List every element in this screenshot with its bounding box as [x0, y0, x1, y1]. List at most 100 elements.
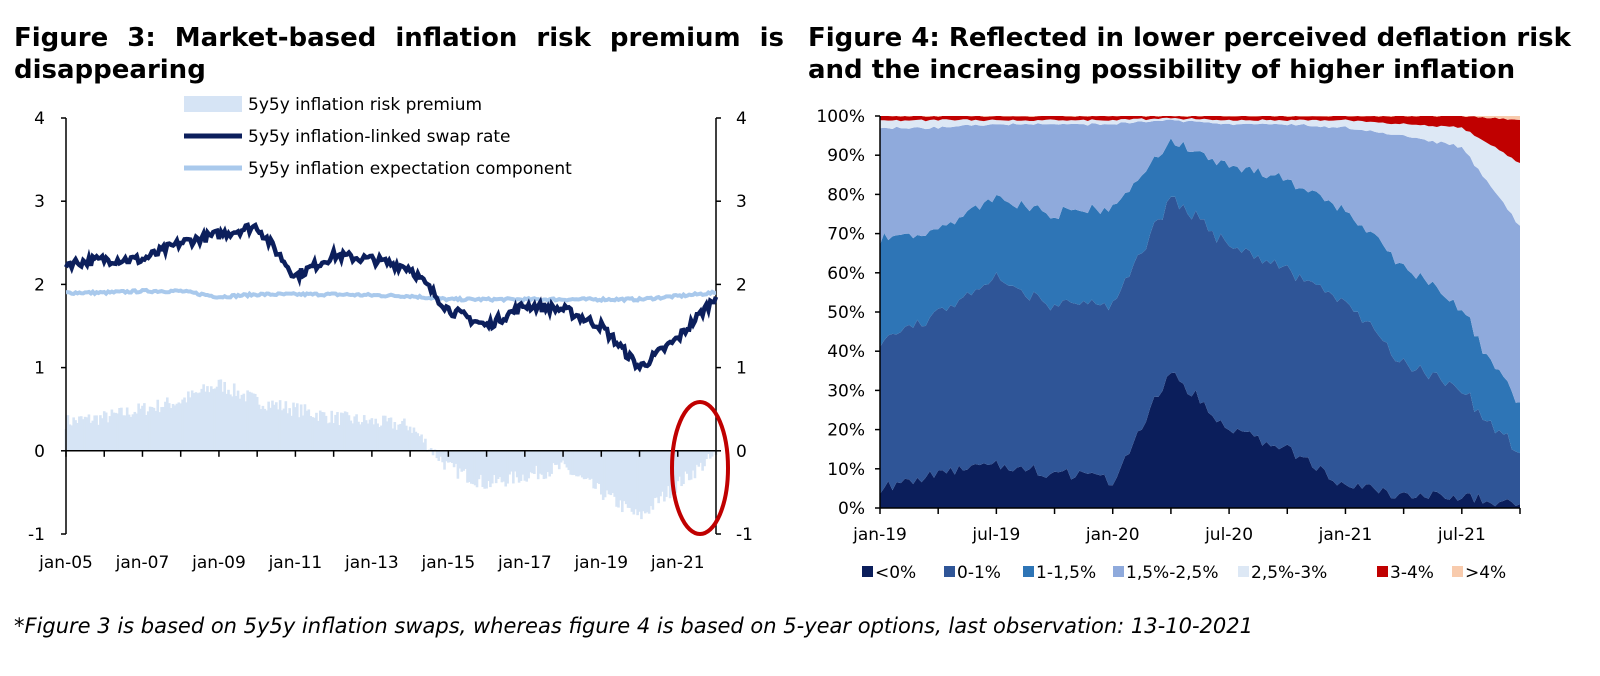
- risk-premium-bar: [347, 415, 351, 451]
- risk-premium-bar: [93, 415, 96, 451]
- risk-premium-bar: [198, 392, 202, 451]
- risk-premium-bar: [385, 421, 389, 451]
- risk-premium-bar: [166, 397, 169, 451]
- risk-premium-bar: [473, 450, 477, 486]
- risk-premium-bar: [649, 450, 653, 507]
- risk-premium-bar: [475, 450, 479, 488]
- risk-premium-bar: [292, 402, 295, 451]
- risk-premium-bar: [445, 450, 448, 462]
- risk-premium-bar: [527, 450, 530, 479]
- y-tick-label-right: 0: [736, 442, 747, 462]
- figure3-title: Figure 3: Market-based inflation risk pr…: [14, 23, 784, 85]
- y-tick-label-right: 4: [736, 109, 747, 129]
- x-tick-label: jan-09: [191, 553, 246, 573]
- risk-premium-bar: [701, 450, 704, 471]
- area-0: [880, 372, 1520, 508]
- risk-premium-bar: [372, 424, 376, 451]
- risk-premium-bar: [169, 407, 173, 451]
- risk-premium-bar: [162, 406, 165, 451]
- risk-premium-bar: [693, 450, 697, 479]
- risk-premium-bar: [232, 383, 236, 451]
- risk-premium-bar: [276, 409, 280, 451]
- x-tick-label: jul-20: [1204, 525, 1253, 545]
- legend-label: 5y5y inflation expectation component: [248, 159, 572, 179]
- area-1: [880, 196, 1520, 507]
- risk-premium-bar: [567, 450, 571, 471]
- swap-rate-line: [63, 221, 719, 373]
- risk-premium-bar: [72, 417, 75, 451]
- risk-premium-bar: [108, 416, 112, 451]
- risk-premium-bar: [586, 450, 590, 478]
- legend-label: 2,5%-3%: [1251, 563, 1327, 583]
- risk-premium-bar: [657, 450, 660, 504]
- risk-premium-bar: [439, 450, 443, 457]
- risk-premium-bar: [234, 395, 238, 451]
- risk-premium-bar: [194, 392, 198, 451]
- risk-premium-bar: [687, 450, 691, 481]
- risk-premium-bar: [349, 420, 353, 451]
- risk-premium-bar: [164, 401, 167, 451]
- risk-premium-bar: [240, 394, 244, 451]
- risk-premium-bar: [104, 412, 108, 451]
- risk-premium-bar: [187, 391, 190, 451]
- legend-swatch: [862, 566, 873, 577]
- risk-premium-bar: [450, 450, 454, 463]
- risk-premium-bar: [403, 418, 406, 451]
- risk-premium-bar: [261, 405, 265, 451]
- risk-premium-bar: [653, 450, 657, 499]
- risk-premium-bar: [454, 450, 458, 464]
- risk-premium-bar: [383, 415, 387, 451]
- risk-premium-bar: [485, 450, 488, 489]
- risk-premium-bar: [148, 406, 152, 451]
- risk-premium-bar: [697, 450, 701, 467]
- x-tick-label: jan-19: [852, 525, 907, 545]
- risk-premium-bar: [508, 450, 511, 475]
- risk-premium-bar: [341, 413, 345, 451]
- risk-premium-bar: [313, 417, 316, 451]
- legend-label: 5y5y inflation-linked swap rate: [248, 127, 511, 147]
- risk-premium-bar: [401, 420, 404, 451]
- y-tick-label: 100%: [816, 107, 865, 127]
- risk-premium-bar: [651, 450, 655, 510]
- risk-premium-bar: [78, 416, 81, 451]
- risk-premium-bar: [139, 408, 142, 451]
- risk-premium-bar: [185, 402, 188, 451]
- risk-premium-bar: [315, 412, 318, 451]
- risk-premium-bar: [479, 450, 483, 475]
- risk-premium-bar: [353, 416, 356, 451]
- risk-premium-bar: [282, 408, 286, 451]
- risk-premium-bar: [116, 413, 119, 451]
- risk-premium-bar: [307, 409, 311, 451]
- risk-premium-bar: [175, 403, 179, 451]
- risk-premium-bar: [630, 450, 634, 512]
- risk-premium-bar: [192, 393, 196, 451]
- risk-premium-bar: [129, 416, 133, 451]
- legend-swatch: [1377, 566, 1388, 577]
- risk-premium-bar: [236, 390, 240, 451]
- risk-premium-bar: [546, 450, 550, 473]
- risk-premium-bar: [328, 422, 332, 451]
- legend-swatch: [944, 566, 955, 577]
- risk-premium-bar: [338, 425, 341, 451]
- risk-premium-bar: [517, 450, 521, 483]
- risk-premium-bar: [303, 404, 307, 451]
- x-tick-label: jan-17: [497, 553, 552, 573]
- risk-premium-bar: [102, 411, 106, 451]
- risk-premium-bar: [322, 412, 326, 451]
- risk-premium-bar: [364, 420, 368, 451]
- risk-premium-bar: [378, 427, 381, 451]
- x-tick-label: jan-15: [421, 553, 476, 573]
- risk-premium-bar: [483, 450, 486, 489]
- risk-premium-bar: [290, 415, 293, 451]
- risk-premium-bar: [598, 450, 601, 485]
- risk-premium-bar: [538, 450, 542, 474]
- risk-premium-bar: [412, 427, 416, 451]
- risk-premium-bar: [127, 414, 131, 451]
- risk-premium-bar: [76, 422, 79, 451]
- risk-premium-bar: [680, 450, 683, 487]
- risk-premium-bar: [609, 450, 613, 496]
- risk-premium-bar: [85, 417, 89, 451]
- risk-premium-bar: [158, 412, 161, 451]
- risk-premium-bar: [431, 450, 435, 456]
- risk-premium-bar: [406, 430, 410, 451]
